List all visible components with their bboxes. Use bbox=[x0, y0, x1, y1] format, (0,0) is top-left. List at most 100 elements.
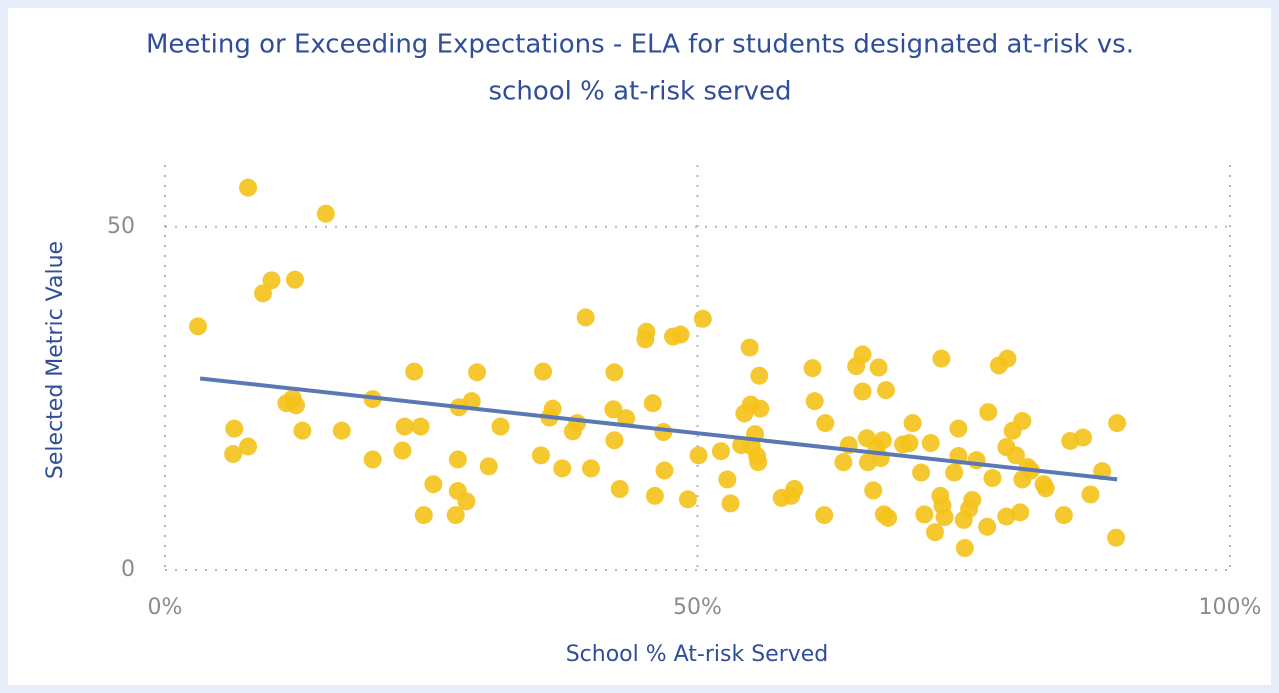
point bbox=[316, 204, 335, 223]
point bbox=[610, 480, 629, 498]
y-axis-title: Selected Metric Value bbox=[43, 241, 68, 479]
point bbox=[637, 322, 656, 341]
point bbox=[1074, 428, 1093, 447]
point bbox=[189, 317, 208, 336]
point bbox=[1054, 506, 1073, 525]
point bbox=[1108, 414, 1127, 433]
point bbox=[1011, 503, 1030, 522]
y-tick-label: 50 bbox=[107, 214, 135, 239]
point bbox=[903, 414, 922, 433]
point bbox=[785, 480, 804, 498]
point bbox=[285, 270, 304, 289]
point bbox=[853, 345, 872, 364]
point bbox=[363, 450, 382, 469]
point bbox=[915, 505, 934, 524]
point bbox=[332, 421, 351, 440]
point bbox=[405, 362, 424, 381]
point bbox=[1081, 485, 1100, 504]
point bbox=[945, 463, 964, 482]
y-tick-label: 0 bbox=[121, 557, 135, 582]
point bbox=[239, 178, 258, 197]
point bbox=[718, 470, 737, 489]
point bbox=[978, 517, 997, 536]
x-axis-title: School % At-risk Served bbox=[566, 642, 829, 667]
point bbox=[411, 417, 430, 436]
point bbox=[834, 453, 853, 472]
chart-title: school % at-risk served bbox=[489, 77, 792, 107]
point bbox=[873, 431, 892, 450]
point bbox=[395, 417, 414, 436]
point bbox=[576, 308, 595, 327]
point bbox=[721, 494, 740, 513]
point bbox=[864, 481, 883, 500]
x-tick-label: 0% bbox=[148, 595, 183, 620]
point bbox=[479, 457, 498, 476]
point bbox=[617, 409, 636, 428]
point bbox=[604, 400, 623, 419]
point bbox=[643, 394, 662, 413]
point bbox=[605, 363, 624, 382]
point bbox=[491, 417, 510, 436]
point bbox=[998, 349, 1017, 368]
point bbox=[678, 490, 697, 509]
point bbox=[224, 444, 243, 463]
point bbox=[605, 431, 624, 450]
point bbox=[963, 490, 982, 509]
point bbox=[448, 450, 467, 469]
point bbox=[462, 392, 481, 411]
point bbox=[1013, 412, 1032, 431]
point bbox=[869, 358, 888, 377]
point bbox=[816, 414, 835, 433]
point bbox=[457, 492, 476, 511]
point bbox=[932, 349, 951, 368]
point bbox=[1006, 446, 1025, 465]
point bbox=[997, 507, 1016, 526]
point bbox=[711, 442, 730, 461]
point bbox=[655, 461, 674, 480]
point bbox=[748, 447, 767, 466]
point bbox=[468, 363, 487, 382]
point bbox=[446, 506, 465, 525]
point bbox=[983, 469, 1002, 488]
point bbox=[1107, 528, 1126, 547]
point bbox=[853, 382, 872, 401]
point bbox=[805, 392, 824, 411]
point bbox=[293, 421, 312, 440]
point bbox=[935, 508, 954, 527]
point bbox=[1036, 479, 1055, 498]
point bbox=[693, 309, 712, 328]
point bbox=[979, 403, 998, 422]
point bbox=[815, 506, 834, 525]
point bbox=[424, 475, 443, 494]
panel bbox=[8, 8, 1271, 685]
point bbox=[955, 539, 974, 558]
point bbox=[751, 399, 770, 418]
point bbox=[553, 459, 572, 478]
trend-line bbox=[199, 376, 1118, 482]
point bbox=[671, 325, 690, 344]
point bbox=[877, 381, 896, 400]
x-tick-label: 100% bbox=[1199, 595, 1262, 620]
point bbox=[750, 366, 769, 385]
point bbox=[740, 338, 759, 357]
point bbox=[531, 446, 550, 465]
x-tick-label: 50% bbox=[673, 595, 722, 620]
point bbox=[689, 446, 708, 465]
point bbox=[262, 271, 281, 290]
point bbox=[879, 508, 898, 527]
point bbox=[582, 459, 600, 478]
point bbox=[543, 399, 562, 418]
point bbox=[225, 419, 244, 438]
point bbox=[286, 396, 305, 415]
point bbox=[568, 414, 587, 433]
point bbox=[414, 506, 433, 525]
point bbox=[912, 463, 931, 482]
point bbox=[253, 284, 272, 303]
point bbox=[921, 434, 940, 453]
point bbox=[645, 486, 664, 505]
point bbox=[803, 359, 822, 378]
chart-title: Meeting or Exceeding Expectations - ELA … bbox=[146, 30, 1134, 60]
point bbox=[949, 419, 968, 438]
point bbox=[900, 434, 919, 453]
